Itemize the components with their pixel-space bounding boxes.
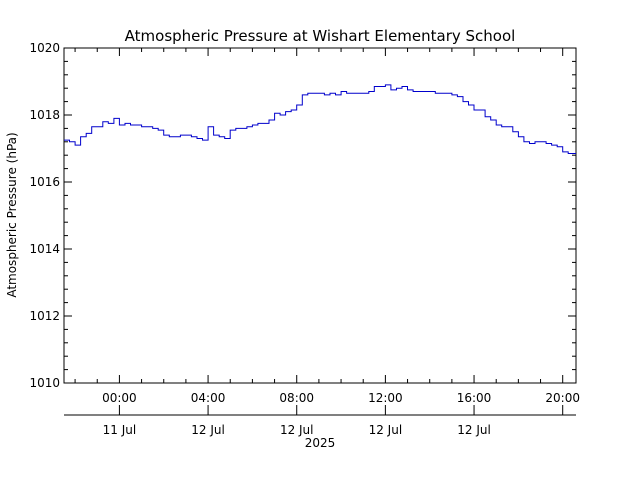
y-tick-label: 1012 — [29, 309, 60, 323]
y-tick-label: 1010 — [29, 376, 60, 390]
x-date-tick-label: 12 Jul — [191, 423, 225, 437]
plot-border — [63, 47, 577, 384]
y-axis: 1010 1012 1014 1016 1018 1020 — [29, 41, 576, 390]
x-date-tick-label: 11 Jul — [103, 423, 137, 437]
pressure-series-line — [64, 84, 576, 154]
x-time-tick-label: 08:00 — [279, 391, 314, 405]
x-time-tick-label: 12:00 — [368, 391, 403, 405]
chart-title: Atmospheric Pressure at Wishart Elementa… — [125, 27, 516, 45]
x-date-tick-label: 12 Jul — [280, 423, 314, 437]
x-time-tick-label: 16:00 — [457, 391, 492, 405]
x-date-tick-label: 12 Jul — [457, 423, 491, 437]
y-tick-label: 1020 — [29, 41, 60, 55]
x-axis: 00:00 11 Jul 04:00 12 Jul 08:00 12 Jul 12:00 12… — [64, 48, 580, 437]
y-axis-label: Atmospheric Pressure (hPa) — [5, 132, 19, 297]
plot-frame — [63, 47, 577, 384]
x-axis-year-label: 2025 — [305, 436, 336, 450]
x-time-tick-label: 00:00 — [102, 391, 137, 405]
x-time-tick-label: 04:00 — [191, 391, 226, 405]
y-tick-label: 1014 — [29, 242, 60, 256]
x-date-tick-label: 12 Jul — [369, 423, 403, 437]
y-tick-label: 1016 — [29, 175, 60, 189]
y-tick-label: 1018 — [29, 108, 60, 122]
x-time-tick-label: 20:00 — [545, 391, 580, 405]
